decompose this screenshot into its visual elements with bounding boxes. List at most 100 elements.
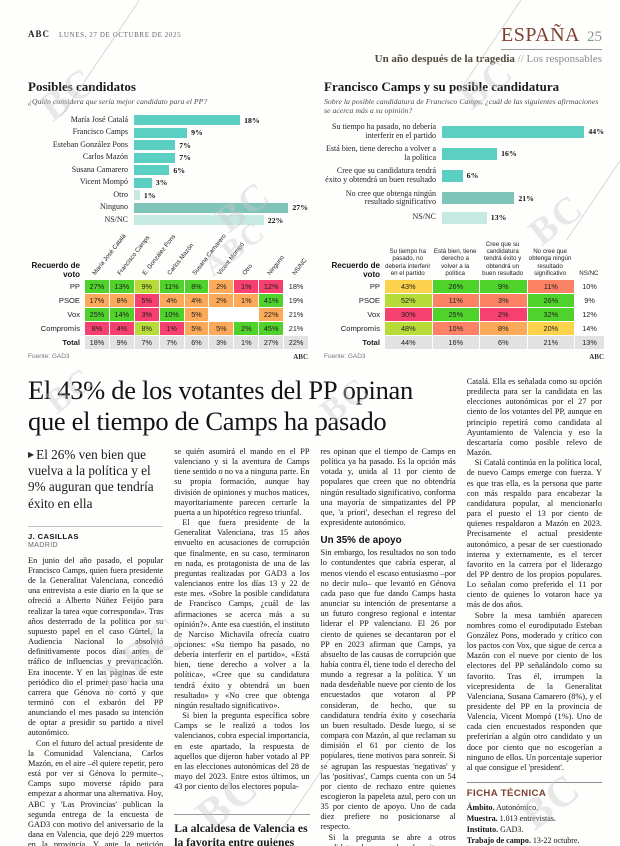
ficha-term: Ámbito. — [466, 803, 495, 813]
bar-chart: Su tiempo ha pasado, no debería interfer… — [324, 122, 604, 235]
table-cell: 32% — [527, 308, 575, 322]
table-cell: 43% — [385, 280, 432, 294]
bar-value: 27% — [292, 203, 308, 212]
bar-value: 9% — [191, 128, 203, 137]
bar-row: NS/NC 22% — [28, 215, 308, 225]
column-header-label: No cree que obtenga ningún resultado sig… — [528, 248, 572, 277]
article-column-1: ▶ El 26% ven bien que vuelva a la polític… — [28, 447, 164, 846]
chart-panel-camps: Francisco Camps y su posible candidatura… — [324, 79, 604, 361]
bar-track: 27% — [134, 202, 308, 213]
table-cell: 44% — [385, 336, 432, 350]
bar-label: Francisco Camps — [72, 127, 128, 137]
column-header-label: Su tiempo ha pasado, no debería interfer… — [385, 248, 431, 277]
technical-data-title: FICHA TÉCNICA — [466, 788, 547, 800]
dateline: MADRID — [28, 541, 59, 549]
table-row: PSOE 17% 8% 5% 4% 4% 2% 1% 41% 19% — [28, 294, 309, 307]
table-cell: 21% — [527, 336, 575, 350]
chart-source: Fuente: GAD3 — [324, 353, 366, 361]
paragraph: Si bien la pregunta específica sobre Cam… — [174, 711, 310, 792]
row-label: Vox — [367, 310, 380, 320]
table-cell: 8% — [184, 280, 209, 293]
ficha-item: Muestra. 1.013 entrevistas. — [466, 814, 556, 824]
table-corner-label: Recuerdo de voto — [331, 261, 380, 280]
table-cell: 21% — [284, 308, 309, 321]
table-cell: 11% — [527, 280, 575, 294]
table-cell: 5% — [184, 322, 209, 335]
table-row: Compromís 8% 4% 8% 1% 5% 5% 2% 45% 21% — [28, 322, 309, 335]
table-cell: 17% — [85, 294, 109, 307]
table-cell: 11% — [159, 280, 184, 293]
table-cell: 1% — [159, 322, 184, 335]
table-header-row: Recuerdo de voto María José Catalá Francis… — [28, 233, 309, 279]
body-text: Sin embargo, los resultados no son todo … — [321, 548, 456, 846]
series-kicker-separator: // — [517, 53, 524, 65]
bar-row: No cree que obtenga ningún resultado sig… — [324, 189, 604, 207]
table-cell: 27% — [259, 336, 284, 349]
bullet-arrow-icon: ▶ — [28, 450, 35, 460]
table-cell — [209, 308, 234, 321]
table-cell: 4% — [109, 322, 134, 335]
column-header: NS/NC — [574, 270, 604, 279]
bar-row: Está bien, tiene derecho a volver a la p… — [324, 144, 604, 162]
bar-track: 9% — [134, 127, 308, 138]
table-cell: 13% — [575, 336, 604, 350]
row-label: Total — [362, 338, 380, 348]
table-cell: 3% — [209, 336, 234, 349]
column-header: No cree que obtenga ningún resultado sig… — [526, 248, 573, 279]
table-cell: 18% — [85, 336, 109, 349]
table-row: PSOE 52% 11% 3% 26% 9% — [324, 294, 604, 308]
bar-label: Ninguno — [100, 202, 128, 212]
bar — [442, 169, 463, 182]
table-cell: 21% — [284, 322, 309, 335]
ficha-item: Trabajo de campo. 13-22 octubre. — [466, 835, 580, 845]
folio-left: ABC LUNES, 27 DE OCTUBRE DE 2025 — [28, 24, 181, 42]
column-header: Su tiempo ha pasado, no debería interfer… — [384, 248, 431, 279]
bar-row: Otro 1% — [28, 190, 308, 200]
bar-value: 13% — [490, 213, 507, 223]
table-cell: 2% — [209, 280, 234, 293]
bar-value: 6% — [466, 171, 479, 181]
bar — [134, 202, 289, 213]
bar-label: NS/NC — [412, 212, 436, 222]
row-label: Vox — [67, 310, 80, 319]
crosshead: Un 35% de apoyo — [320, 535, 402, 547]
table-cell: 8% — [109, 294, 134, 307]
body-text: se quién asumirá el mando en el PP valen… — [174, 447, 309, 792]
charts-section: Posibles candidatos ¿Quién considera que… — [0, 65, 620, 361]
bar-track: 6% — [134, 165, 308, 175]
chart-title: Posibles candidatos — [28, 79, 136, 94]
row-label: PSOE — [58, 296, 80, 305]
paragraph: Con el futuro del actual presidente de l… — [28, 738, 164, 846]
table-cell: 7% — [134, 336, 159, 349]
table-corner-label: Recuerdo de voto — [31, 261, 80, 279]
bar-row: Vicent Mompó 3% — [28, 177, 308, 188]
article: El 43% de los votantes del PP opinan que… — [0, 361, 620, 846]
bar — [134, 190, 140, 200]
bar-row: Susana Camarero 6% — [28, 165, 308, 175]
paragraph: El que fuera presidente de la Generalita… — [174, 518, 310, 710]
table-cell: 16% — [432, 336, 480, 350]
bar — [442, 192, 515, 205]
bar-value: 44% — [588, 127, 604, 137]
bar-track: 16% — [442, 147, 604, 160]
table-cell: 3% — [480, 294, 527, 308]
bar-label: Susana Camarero — [71, 164, 128, 174]
table-cell: 11% — [432, 294, 480, 308]
bar — [442, 147, 498, 160]
bar-value: 7% — [179, 140, 191, 150]
column-header-label: Está bien, tiene derecho a volver a la p… — [433, 248, 477, 277]
bar — [442, 211, 487, 224]
table-cell: 2% — [209, 294, 234, 307]
bar-label: María José Catalá — [70, 114, 128, 124]
series-kicker-subtitle: Los responsables — [526, 53, 602, 65]
article-column-3: res opinan que el tiempo de Camps en pol… — [321, 447, 456, 846]
paragraph: En junio del año pasado, el popular Fran… — [28, 555, 164, 738]
standfirst-text: El 26% ven bien que vuelva a la política… — [28, 447, 154, 511]
table-cell: 10% — [159, 308, 184, 321]
column-header: NS/NC — [283, 233, 308, 279]
ficha-item: Instituto. GAD3. — [466, 824, 524, 834]
bar — [134, 165, 170, 175]
article-column-2: se quién asumirá el mando en el PP valen… — [174, 447, 310, 846]
chart-credit: ABC — [293, 353, 308, 361]
bar — [134, 152, 176, 163]
